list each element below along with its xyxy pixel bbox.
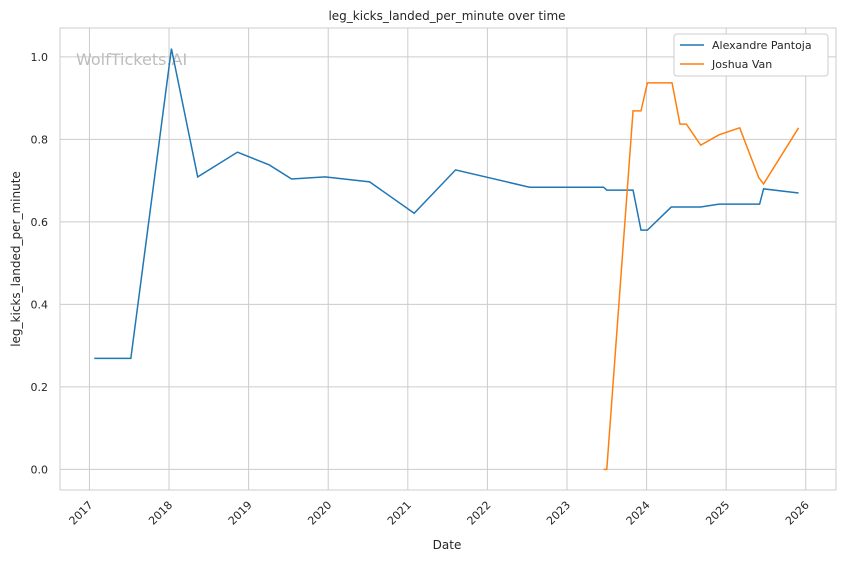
- x-tick-label: 2017: [67, 499, 96, 528]
- x-tick-label: 2026: [783, 499, 812, 528]
- x-tick-label: 2018: [146, 499, 175, 528]
- x-tick-label: 2019: [226, 499, 255, 528]
- y-tick-label: 0.8: [31, 133, 49, 146]
- series-line-1: [603, 82, 800, 471]
- watermark: WolfTickets.AI: [76, 50, 187, 69]
- x-tick-label: 2020: [305, 499, 334, 528]
- series-line-0: [94, 48, 799, 360]
- series-layer: [94, 48, 800, 471]
- x-tick-label: 2025: [703, 499, 732, 528]
- y-axis-label: leg_kicks_landed_per_minute: [9, 171, 23, 347]
- y-tick-label: 0.2: [31, 381, 49, 394]
- x-tick-label: 2021: [385, 499, 414, 528]
- x-tick-label: 2022: [465, 499, 494, 528]
- x-axis-label: Date: [433, 538, 462, 552]
- chart-title: leg_kicks_landed_per_minute over time: [328, 9, 565, 23]
- x-tick-labels: 2017 2018 2019 2020 2021 2022 2023 2024 2025 2026: [67, 499, 812, 528]
- y-tick-label: 0.6: [31, 216, 49, 229]
- y-tick-label: 0.4: [31, 298, 49, 311]
- legend: Alexandre Pantoja Joshua Van: [673, 33, 829, 77]
- x-tick-label: 2024: [624, 499, 653, 528]
- y-tick-label: 0.0: [31, 463, 49, 476]
- plot-frame: [59, 27, 837, 491]
- legend-label-van: Joshua Van: [711, 58, 772, 71]
- legend-box: [673, 33, 829, 77]
- y-tick-labels: 0.0 0.2 0.4 0.6 0.8 1.0: [31, 51, 49, 477]
- x-tick-label: 2023: [544, 499, 573, 528]
- legend-label-pantoja: Alexandre Pantoja: [712, 39, 812, 52]
- grid: [60, 28, 836, 490]
- y-tick-label: 1.0: [31, 51, 49, 64]
